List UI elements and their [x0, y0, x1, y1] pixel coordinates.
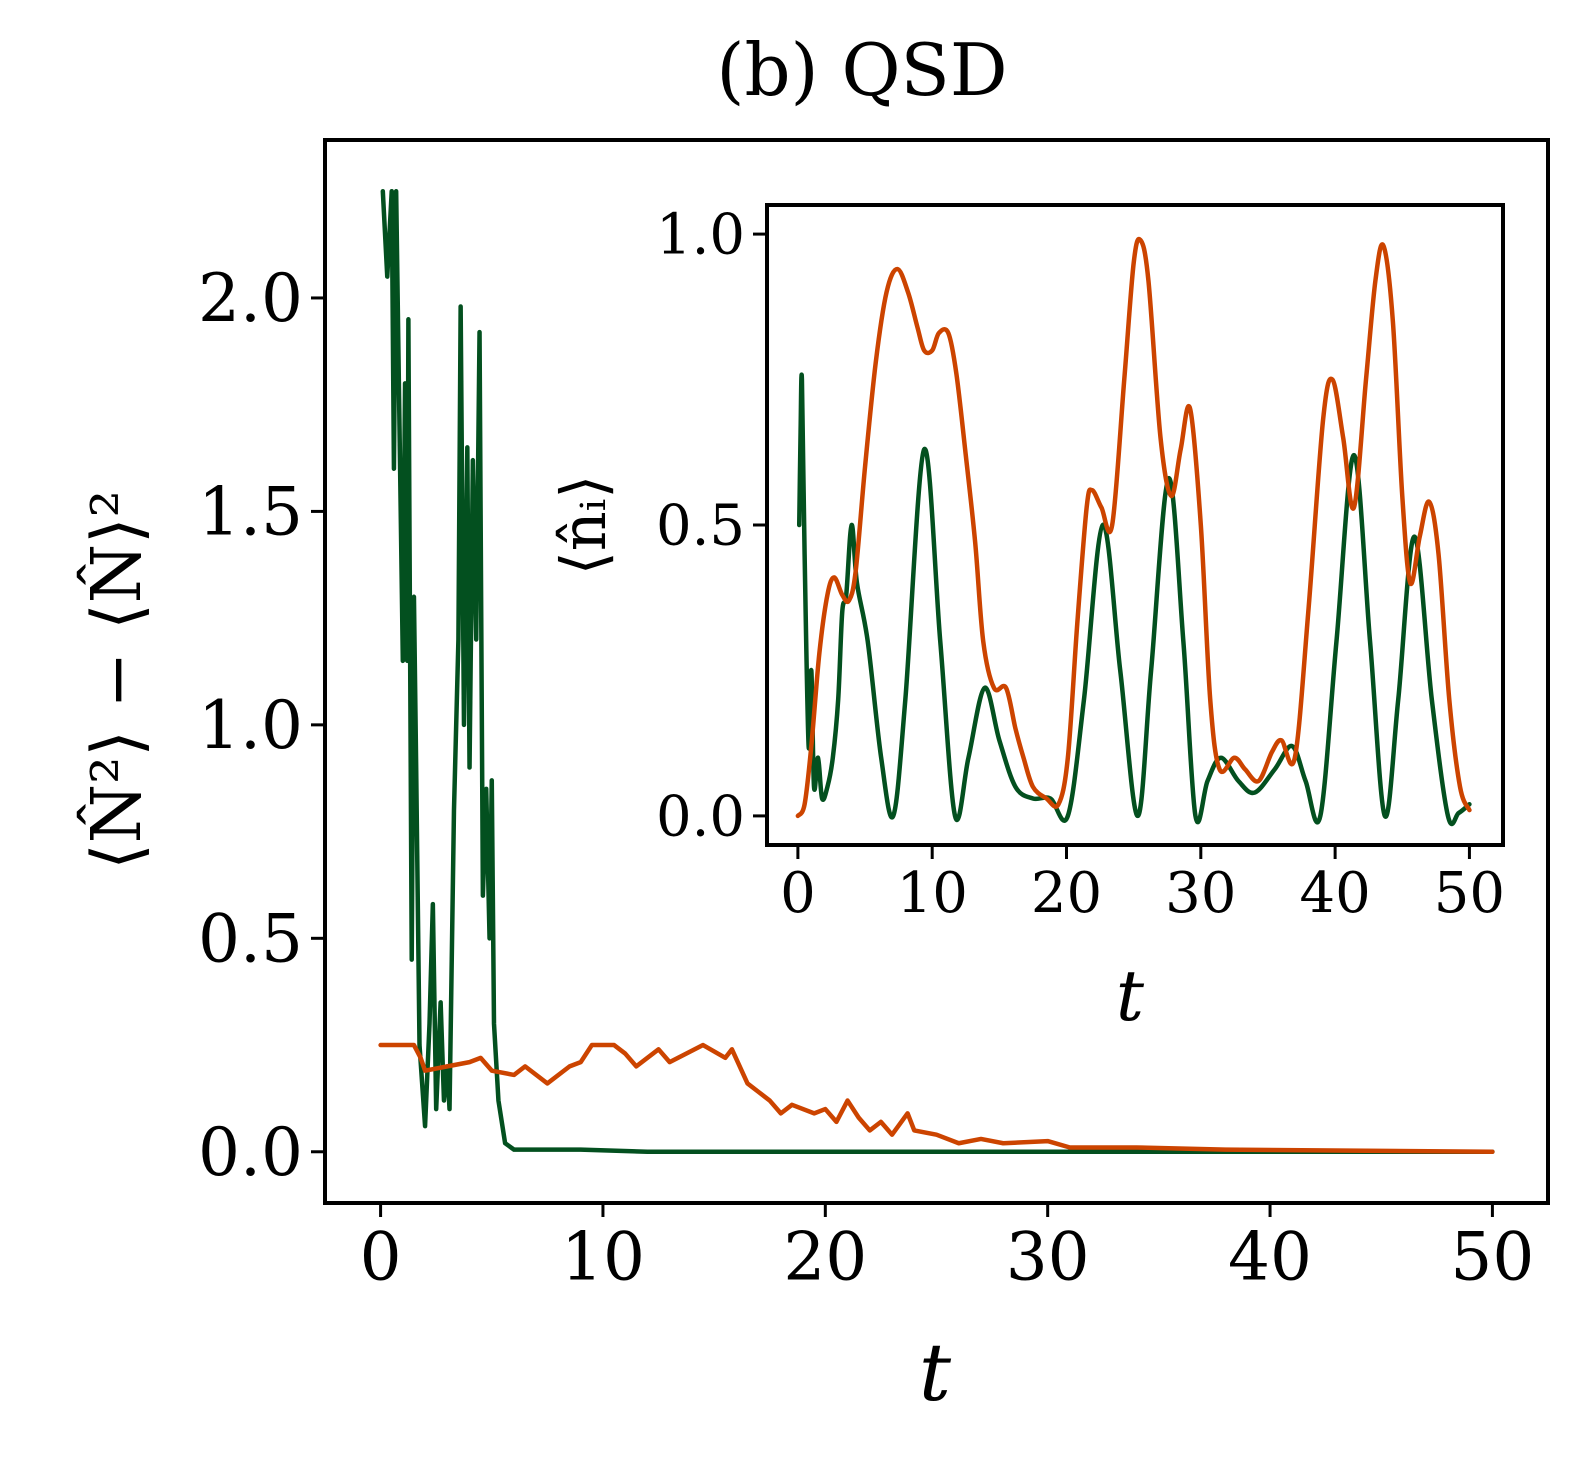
main-x-axis-label: t: [919, 1326, 952, 1419]
x-tick-label: 20: [783, 1219, 867, 1296]
inset-x-axis-label: t: [1116, 955, 1145, 1037]
main-series-group: [378, 188, 1495, 1155]
main-series-line-orange: [378, 1042, 1495, 1155]
x-tick-label: 50: [1434, 861, 1505, 926]
y-tick-label: 0.0: [198, 1114, 303, 1191]
inset-series-group: [795, 236, 1472, 827]
x-tick-label: 40: [1228, 1219, 1312, 1296]
inset-axes: 0 10 20 30 40 50 0.0 0.5 1.0 t ⟨n̂ᵢ⟩: [547, 203, 1505, 1037]
main-ticks: 0 10 20 30 40 50 0.0 0.5 1.0 1.5 2.0: [198, 260, 1534, 1296]
x-tick-label: 40: [1299, 861, 1370, 926]
inset-axes-frame: [765, 203, 1505, 847]
x-tick-label: 10: [897, 861, 968, 926]
y-tick-label: 1.5: [198, 474, 303, 551]
main-axes-frame: [323, 138, 1550, 1205]
y-tick-label: 1.0: [656, 203, 745, 268]
main-series-line-green: [380, 188, 1495, 1155]
x-tick-label: 10: [561, 1219, 645, 1296]
x-tick-label: 30: [1165, 861, 1236, 926]
chart-title: (b) QSD: [716, 28, 1007, 112]
inset-series-line-orange: [795, 236, 1472, 819]
inset-background: [767, 205, 1503, 845]
inset-y-axis-label: ⟨n̂ᵢ⟩: [547, 475, 620, 576]
main-y-axis-label: ⟨N̂²⟩ − ⟨N̂⟩²: [77, 490, 157, 870]
y-tick-label: 0.5: [656, 494, 745, 559]
x-tick-label: 20: [1031, 861, 1102, 926]
x-tick-label: 30: [1006, 1219, 1090, 1296]
x-tick-label: 0: [360, 1219, 402, 1296]
y-tick-label: 0.0: [656, 785, 745, 850]
x-tick-label: 50: [1450, 1219, 1534, 1296]
main-axes: 0 10 20 30 40 50 0.0 0.5 1.0 1.5 2.0 t ⟨N̂²⟩ − ⟨N̂…: [77, 138, 1550, 1419]
x-tick-label: 0: [780, 861, 816, 926]
y-tick-label: 1.0: [198, 687, 303, 764]
inset-ticks: 0 10 20 30 40 50 0.0 0.5 1.0: [656, 203, 1505, 927]
y-tick-label: 2.0: [198, 260, 303, 337]
y-tick-label: 0.5: [198, 900, 303, 977]
